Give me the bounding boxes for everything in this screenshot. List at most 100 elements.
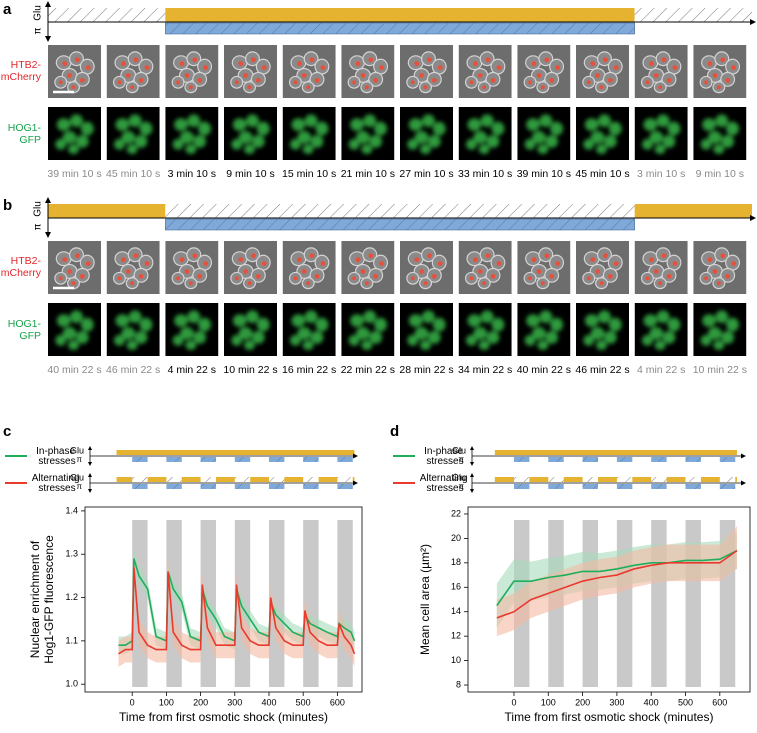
gfp-image bbox=[400, 303, 453, 356]
mcherry-image bbox=[576, 241, 629, 294]
x-tick-label: 600 bbox=[330, 697, 345, 707]
osmotic-period bbox=[166, 457, 182, 462]
osmotic-period bbox=[513, 457, 530, 462]
gfp-image bbox=[48, 107, 101, 160]
osmotic-period bbox=[616, 457, 633, 462]
y-axis-label: Nuclear enrichment of bbox=[28, 540, 42, 658]
time-label: 46 min 22 s bbox=[106, 364, 160, 376]
gfp-image bbox=[224, 303, 277, 356]
gfp-image bbox=[517, 303, 570, 356]
channel-label: HTB2- bbox=[11, 59, 42, 71]
osmotic-period bbox=[268, 457, 285, 462]
gfp-image bbox=[107, 107, 160, 160]
osmotic-period bbox=[132, 484, 148, 489]
y-tick-label: 1.2 bbox=[65, 592, 78, 602]
mcherry-image bbox=[517, 241, 571, 294]
time-label: 4 min 22 s bbox=[168, 364, 216, 376]
gfp-image bbox=[107, 303, 160, 356]
glucose-period bbox=[634, 204, 752, 218]
axis-arrow bbox=[750, 215, 756, 221]
shock-interval bbox=[337, 520, 353, 687]
glucose-period bbox=[165, 8, 635, 22]
pi-label: π bbox=[458, 455, 464, 464]
glucose-period bbox=[598, 477, 617, 482]
mcherry-image bbox=[282, 45, 336, 98]
glucose-period bbox=[563, 477, 583, 482]
osmotic-period bbox=[582, 484, 599, 489]
glucose-period bbox=[318, 477, 338, 482]
pi-label: π bbox=[76, 455, 82, 464]
gfp-image bbox=[165, 303, 218, 356]
glu-label: Glu bbox=[33, 5, 44, 21]
mcherry-image bbox=[693, 45, 747, 98]
panel-label: a bbox=[3, 1, 12, 18]
series-line bbox=[496, 549, 738, 607]
osmotic-period bbox=[234, 484, 251, 489]
x-axis-label: Time from first osmotic shock (minutes) bbox=[505, 710, 714, 724]
panel-label: d bbox=[390, 423, 399, 440]
gfp-image bbox=[341, 303, 394, 356]
legend-label: In-phase stresses bbox=[424, 446, 466, 467]
glucose-period bbox=[147, 477, 167, 482]
glu-label: Glu bbox=[452, 472, 466, 482]
y-axis-label: Hog1-GFP fluorescence bbox=[42, 535, 56, 664]
glu-label: Glu bbox=[70, 445, 84, 455]
mcherry-image bbox=[106, 45, 160, 98]
mcherry-image bbox=[224, 241, 277, 294]
x-tick-label: 200 bbox=[575, 697, 590, 707]
y-tick-label: 12 bbox=[451, 631, 461, 641]
osmotic-period bbox=[165, 218, 635, 231]
osmotic-period bbox=[200, 457, 216, 462]
x-axis-label: Time from first osmotic shock (minutes) bbox=[119, 710, 328, 724]
mcherry-image bbox=[634, 45, 688, 98]
glucose-period bbox=[529, 477, 549, 482]
glu-label: Glu bbox=[33, 201, 44, 217]
osmotic-period bbox=[548, 457, 564, 462]
osmotic-period bbox=[685, 484, 701, 489]
y-tick-label: 22 bbox=[451, 508, 461, 518]
glucose-period bbox=[700, 477, 720, 482]
legend-label: In-phase stresses bbox=[36, 446, 78, 467]
time-label: 3 min 10 s bbox=[637, 168, 685, 180]
osmotic-period bbox=[200, 484, 216, 489]
mcherry-image bbox=[341, 241, 395, 294]
time-label: 4 min 22 s bbox=[637, 364, 685, 376]
x-tick-label: 0 bbox=[130, 697, 135, 707]
gfp-image bbox=[459, 303, 512, 356]
gfp-image bbox=[517, 107, 570, 160]
y-tick-label: 8 bbox=[456, 679, 461, 689]
glucose-period bbox=[284, 477, 304, 482]
osmotic-period bbox=[303, 484, 319, 489]
gfp-image bbox=[283, 107, 336, 160]
mcherry-image bbox=[458, 45, 512, 98]
mcherry-image bbox=[517, 45, 571, 98]
axis-arrow bbox=[353, 480, 358, 486]
glucose-period bbox=[48, 204, 166, 218]
glu-label: Glu bbox=[452, 445, 466, 455]
axis-arrow bbox=[88, 446, 92, 466]
gfp-image bbox=[400, 107, 453, 160]
plot-frame bbox=[84, 506, 363, 693]
panel-label: c bbox=[3, 423, 11, 440]
glucose-period bbox=[494, 450, 737, 455]
mcherry-image bbox=[282, 241, 336, 294]
gfp-image bbox=[693, 107, 746, 160]
unstressed-period bbox=[48, 8, 166, 22]
gfp-image bbox=[576, 303, 629, 356]
glucose-period bbox=[352, 477, 355, 482]
gfp-image bbox=[341, 107, 394, 160]
channel-label: HOG1- bbox=[8, 318, 42, 330]
y-tick-label: 20 bbox=[451, 533, 461, 543]
mcherry-image bbox=[224, 45, 277, 98]
channel-label: mCherry bbox=[1, 267, 42, 279]
glucose-period bbox=[632, 477, 652, 482]
time-label: 9 min 10 s bbox=[226, 168, 274, 180]
mcherry-image bbox=[165, 45, 219, 98]
shock-interval bbox=[582, 520, 599, 687]
gfp-image bbox=[459, 107, 512, 160]
axis-arrow bbox=[750, 19, 756, 25]
shock-interval bbox=[132, 520, 148, 687]
time-label: 9 min 10 s bbox=[696, 168, 744, 180]
axis-arrow bbox=[741, 453, 746, 459]
